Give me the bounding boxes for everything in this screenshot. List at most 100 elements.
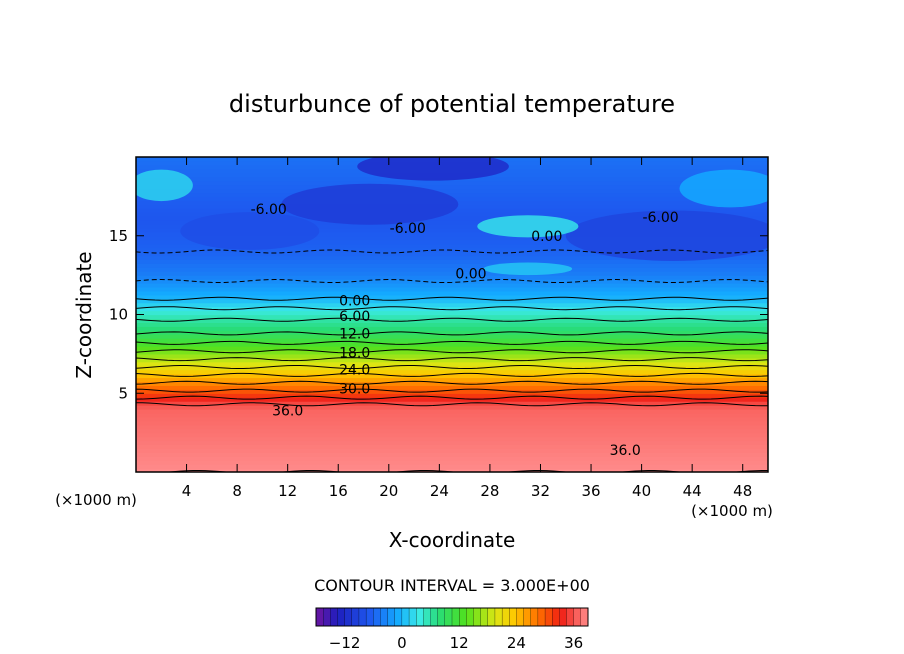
heat-band	[136, 412, 768, 418]
colorbar-cell	[473, 607, 482, 627]
heat-band	[136, 444, 768, 449]
heat-band	[136, 227, 768, 233]
colorbar-cells	[315, 607, 589, 627]
heat-band	[136, 405, 768, 410]
colorbar-cell	[387, 607, 396, 627]
heat-band	[136, 420, 768, 426]
contour-line	[136, 395, 768, 400]
heat-band	[136, 432, 768, 438]
colorbar-cell	[323, 607, 331, 627]
contour-interval-label: CONTOUR INTERVAL = 3.000E+00	[314, 576, 590, 595]
colorbar-cell	[351, 607, 360, 627]
heat-band	[136, 188, 768, 194]
colorbar-cell	[537, 607, 546, 627]
contour-line	[136, 331, 768, 336]
heat-band	[136, 192, 768, 197]
heat-band	[136, 385, 768, 390]
heat-band	[136, 255, 768, 260]
heat-band	[136, 334, 768, 339]
colorbar-cell	[494, 607, 503, 627]
colorbar-cell	[380, 607, 389, 627]
contour-line	[136, 249, 768, 254]
x-tick-label: 36	[581, 482, 600, 500]
x-tick-label: 28	[480, 482, 499, 500]
contour-lines	[136, 249, 768, 472]
heat-band	[136, 216, 768, 221]
heat-band	[136, 468, 768, 472]
y-axis-title: Z-coordinate	[72, 251, 96, 378]
colorbar-cell	[365, 607, 374, 627]
x-axis-title: X-coordinate	[389, 528, 516, 552]
heat-band	[136, 353, 768, 359]
colorbar-cell	[373, 607, 381, 627]
heat-band	[136, 259, 768, 264]
x-tick-label: 40	[632, 482, 651, 500]
contour-line	[136, 388, 768, 393]
colorbar-ticks: −12 0 12 24 36	[329, 634, 583, 652]
contour-label: 30.0	[339, 382, 370, 398]
x-tick-label: 20	[379, 482, 398, 500]
warm-patch	[483, 262, 573, 276]
colorbar-tick-label: 36	[564, 634, 583, 652]
heat-band	[136, 342, 768, 347]
contour-line	[136, 365, 768, 369]
colorbar-cell	[516, 607, 525, 627]
colorbar-cell	[437, 607, 446, 627]
contour-label: 0.00	[339, 293, 370, 309]
colorbar-tick-label: 24	[507, 634, 526, 652]
heat-band	[136, 310, 768, 316]
heat-band	[136, 436, 768, 442]
colorbar-cell	[552, 607, 560, 627]
x-tick-label: 24	[430, 482, 449, 500]
colorbar-cell	[580, 607, 589, 627]
heat-band	[136, 361, 768, 367]
colorbar-cell	[501, 607, 510, 627]
contour-label: 18.0	[339, 345, 370, 361]
heat-band	[136, 212, 768, 217]
colorbar-frame	[315, 607, 589, 627]
warm-patch	[679, 169, 768, 208]
heat-band	[136, 397, 768, 402]
contour-line	[136, 402, 768, 407]
y-tick-label: 5	[118, 384, 128, 402]
contour-label: 0.00	[455, 267, 486, 283]
cold-patch	[180, 212, 320, 250]
heat-band	[136, 286, 768, 292]
heat-band	[136, 409, 768, 414]
contour-line	[136, 372, 768, 377]
x-tick-label: 8	[232, 482, 242, 500]
colorbar-tick-label: −12	[329, 634, 361, 652]
colorbar-cell	[337, 607, 346, 627]
heat-band	[136, 357, 768, 363]
cold-patch	[565, 210, 768, 261]
contour-label: -6.00	[251, 202, 287, 218]
colorbar-cell	[459, 607, 467, 627]
heat-band	[136, 330, 768, 335]
colorbar-cell	[466, 607, 474, 627]
heat-band	[136, 290, 768, 296]
heat-band	[136, 263, 768, 268]
heat-band	[136, 275, 768, 280]
contour-labels: -6.00-6.00-6.000.000.000.006.0012.018.02…	[251, 202, 679, 459]
y-tick-label: 15	[109, 227, 128, 245]
heat-band	[136, 243, 768, 249]
heat-band	[136, 389, 768, 394]
contour-line	[136, 279, 768, 284]
heat-band	[136, 424, 768, 430]
heat-band	[136, 416, 768, 422]
heat-band	[136, 448, 768, 453]
heat-band	[136, 251, 768, 257]
anomaly-patches	[136, 157, 768, 276]
heat-band	[136, 220, 768, 225]
heat-band	[136, 184, 768, 190]
colorbar-tick-label: 12	[450, 634, 469, 652]
heat-band	[136, 369, 768, 375]
x-tick-label: 32	[531, 482, 550, 500]
heat-band	[136, 322, 768, 327]
heat-band	[136, 401, 768, 406]
heat-band	[136, 306, 768, 312]
colorbar-cell	[509, 607, 517, 627]
heat-band	[136, 223, 768, 229]
colorbar-cell	[394, 607, 403, 627]
heat-band	[136, 338, 768, 343]
